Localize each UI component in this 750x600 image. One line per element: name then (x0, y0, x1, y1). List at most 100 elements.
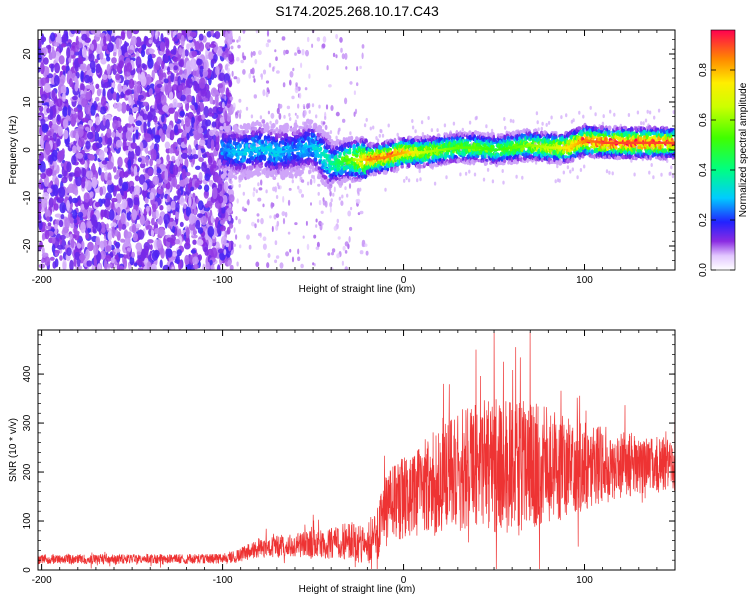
spectrogram-noise-cell (107, 74, 112, 80)
spectrogram-noise-cell (45, 66, 50, 76)
spectrogram-speckle (297, 248, 300, 255)
spectrogram-noise-cell (204, 173, 210, 182)
spectrogram-speckle (262, 203, 265, 208)
spectrogram-noise-cell (178, 85, 184, 92)
spectrogram-noise-cell (40, 184, 44, 190)
spectrogram-speckle (344, 266, 349, 270)
spectrogram-noise-cell (51, 89, 56, 100)
spectrogram-speckle (222, 93, 225, 99)
spectrogram-noise-cell (115, 92, 120, 103)
spectrogram-noise-cell (103, 35, 107, 46)
spectrogram-speckle (230, 45, 234, 50)
spectrogram-noise-cell (132, 30, 140, 35)
spectrogram-halo-cell (349, 131, 352, 136)
spectrogram-noise-cell (185, 206, 192, 217)
spectrogram-signal-cell (233, 137, 237, 142)
spectrogram-marks (38, 30, 675, 270)
spectrogram-noise-cell (160, 41, 166, 52)
spectrogram-noise-cell (125, 89, 133, 95)
spectrogram-speckle (321, 43, 326, 49)
spectrogram-speckle (356, 82, 359, 87)
spectrogram-noise-cell (51, 46, 55, 58)
spectrogram-noise-cell (205, 262, 211, 270)
spectrogram-noise-cell (45, 143, 51, 156)
spectrogram-speckle (242, 69, 246, 75)
spectrogram-speckle (339, 37, 343, 43)
spectrogram-noise-cell (115, 37, 120, 50)
spectrogram-halo-cell (308, 109, 311, 114)
spectrogram-speckle (275, 213, 280, 219)
spectrogram-halo-cell (452, 121, 456, 126)
spectrogram-noise-cell (126, 30, 133, 40)
spectrogram-noise-cell (120, 238, 126, 243)
spectrogram-speckle (313, 234, 317, 239)
spectrogram-speckle (291, 179, 294, 184)
spectrogram-speckle (284, 211, 288, 218)
spectrogram-noise-cell (105, 245, 112, 252)
spectrogram-noise-cell (94, 96, 100, 102)
spectrogram-halo-cell (433, 181, 437, 186)
spectrogram-speckle (265, 80, 270, 84)
spectrogram-noise-cell (172, 45, 177, 56)
spectrogram-noise-cell (88, 53, 95, 62)
spectrogram-speckle (294, 222, 298, 226)
spectrogram-speckle (315, 218, 318, 223)
spectrogram-noise-cell (188, 195, 192, 208)
spectrogram-noise-cell (170, 200, 176, 212)
spectrogram-noise-cell (213, 53, 218, 63)
spectrogram-speckle (332, 52, 336, 58)
spectrogram-noise-cell (70, 238, 75, 249)
spectrogram-noise-cell (113, 64, 118, 70)
spectrogram-halo-cell (419, 177, 422, 182)
spectrogram-noise-cell (57, 126, 63, 137)
spectrogram-halo-cell (430, 128, 434, 133)
spectrogram-noise-cell (173, 195, 179, 201)
spectrogram-noise-cell (85, 104, 91, 115)
spectrogram-noise-cell (43, 57, 49, 65)
spectrogram-halo-cell (436, 128, 439, 133)
spectrogram-signal-cell (395, 167, 400, 172)
spectrogram-noise-cell (197, 213, 203, 219)
spectrogram-noise-cell (128, 95, 132, 106)
spectrogram-noise-cell (181, 48, 186, 60)
spectrogram-noise-cell (108, 209, 115, 221)
spectrogram-noise-cell (228, 52, 235, 63)
spectrogram-noise-cell (86, 131, 94, 140)
spectrogram-noise-cell (198, 157, 204, 163)
spectrogram-noise-cell (118, 60, 124, 69)
spectrogram-halo-cell (421, 132, 425, 136)
spectrogram-noise-cell (61, 176, 68, 184)
spectrogram-speckle (255, 30, 259, 34)
spectrogram-speckle (260, 179, 263, 186)
spectrogram-noise-cell (193, 208, 197, 216)
spectrogram-noise-cell (186, 132, 190, 141)
spectrogram-noise-cell (156, 158, 162, 164)
spectrogram-signal-cell (258, 164, 264, 169)
spectrogram-halo-cell (341, 194, 344, 199)
spectrogram-noise-cell (135, 36, 142, 48)
spectrogram-speckle (274, 259, 278, 264)
spectrogram-halo-cell (380, 129, 383, 134)
spectrogram-noise-cell (148, 39, 153, 44)
spectrogram-speckle (316, 37, 321, 42)
spectrogram-noise-cell (106, 180, 113, 186)
spectrogram-noise-cell (80, 63, 87, 72)
spectrogram-halo-cell (242, 191, 245, 196)
spectrogram-noise-cell (212, 187, 218, 200)
spectrogram-noise-cell (195, 219, 201, 230)
spectrogram-noise-cell (78, 128, 84, 137)
spectrogram-signal-cell (286, 129, 289, 133)
spectrogram-speckle (328, 84, 332, 88)
spectrogram-noise-cell (218, 72, 226, 82)
spectrogram-noise-cell (185, 172, 191, 177)
spectrogram-speckle (285, 251, 290, 257)
spectrogram-noise-cell (225, 30, 229, 42)
spectrogram-noise-cell (179, 110, 185, 117)
spectrogram-noise-cell (137, 229, 145, 240)
spectrogram-noise-cell (78, 137, 85, 148)
spectrogram-speckle (356, 66, 359, 72)
spectrogram-halo-cell (416, 178, 419, 183)
spectrogram-noise-cell (154, 253, 159, 259)
spectrogram-speckle (349, 81, 353, 85)
spectrogram-halo-cell (257, 182, 260, 187)
